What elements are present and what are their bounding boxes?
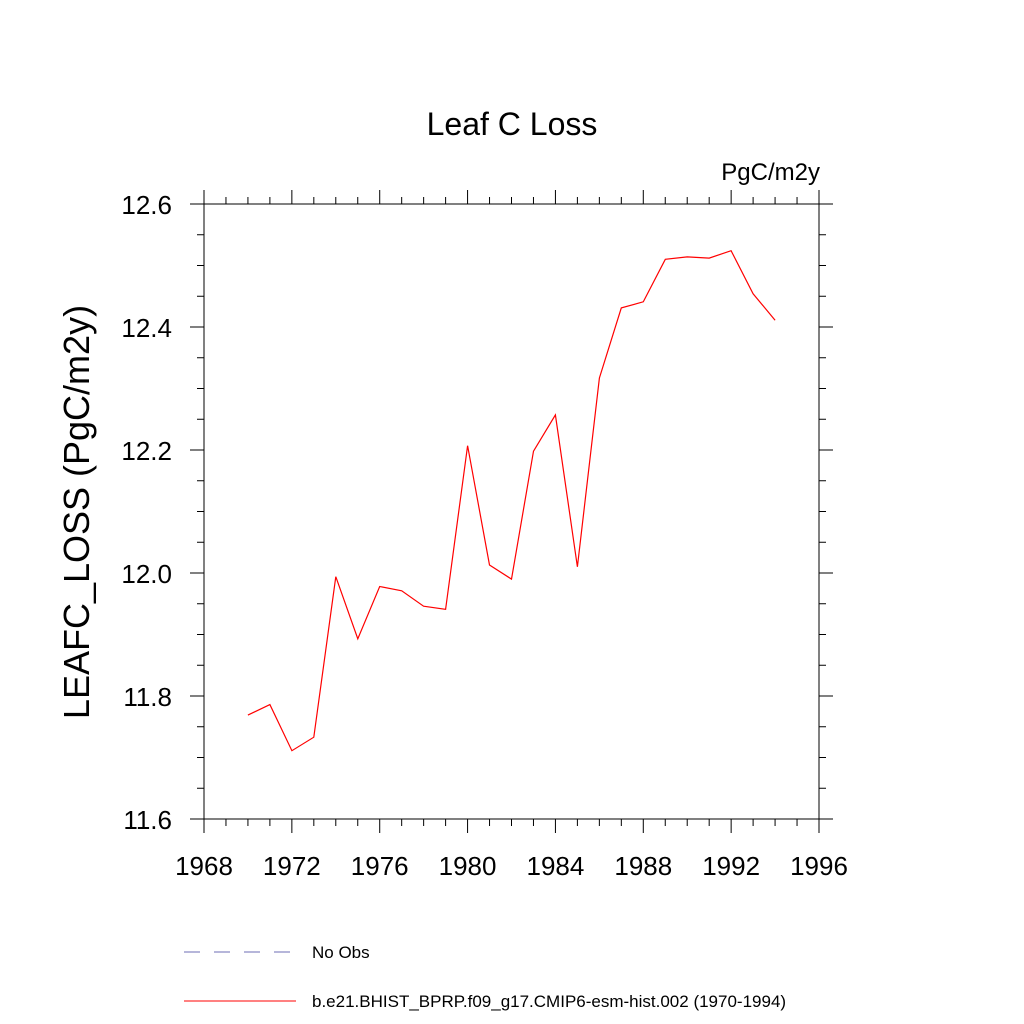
y-tick-label: 11.8 [123, 682, 172, 712]
legend-label: b.e21.BHIST_BPRP.f09_g17.CMIP6-esm-hist.… [312, 992, 786, 1011]
legend-label: No Obs [312, 943, 370, 962]
chart-title: Leaf C Loss [427, 106, 598, 142]
plot-frame [203, 203, 820, 820]
x-tick-label: 1992 [702, 851, 760, 881]
x-tick-label: 1984 [527, 851, 585, 881]
x-tick-label: 1972 [263, 851, 321, 881]
y-tick-label: 12.4 [121, 313, 172, 343]
y-tick-labels: 11.6 11.8 12.0 12.2 12.4 12.6 [121, 190, 172, 835]
x-tick-labels: 1968 1972 1976 1980 1984 1988 1992 1996 [175, 851, 848, 881]
units-label: PgC/m2y [721, 159, 820, 186]
y-tick-label: 12.0 [121, 559, 172, 589]
axis-ticks [190, 190, 833, 833]
x-tick-label: 1968 [175, 851, 233, 881]
legend: No Obs b.e21.BHIST_BPRP.f09_g17.CMIP6-esm… [184, 943, 786, 1011]
y-tick-label: 11.6 [123, 805, 172, 835]
series-lines [247, 249, 776, 752]
x-tick-label: 1988 [614, 851, 672, 881]
y-axis-label: LEAFC_LOSS (PgC/m2y) [56, 305, 97, 719]
series-line [247, 249, 776, 752]
x-tick-label: 1996 [790, 851, 848, 881]
y-tick-label: 12.6 [121, 190, 172, 220]
x-tick-label: 1980 [439, 851, 497, 881]
x-tick-label: 1976 [351, 851, 409, 881]
y-tick-label: 12.2 [121, 436, 172, 466]
